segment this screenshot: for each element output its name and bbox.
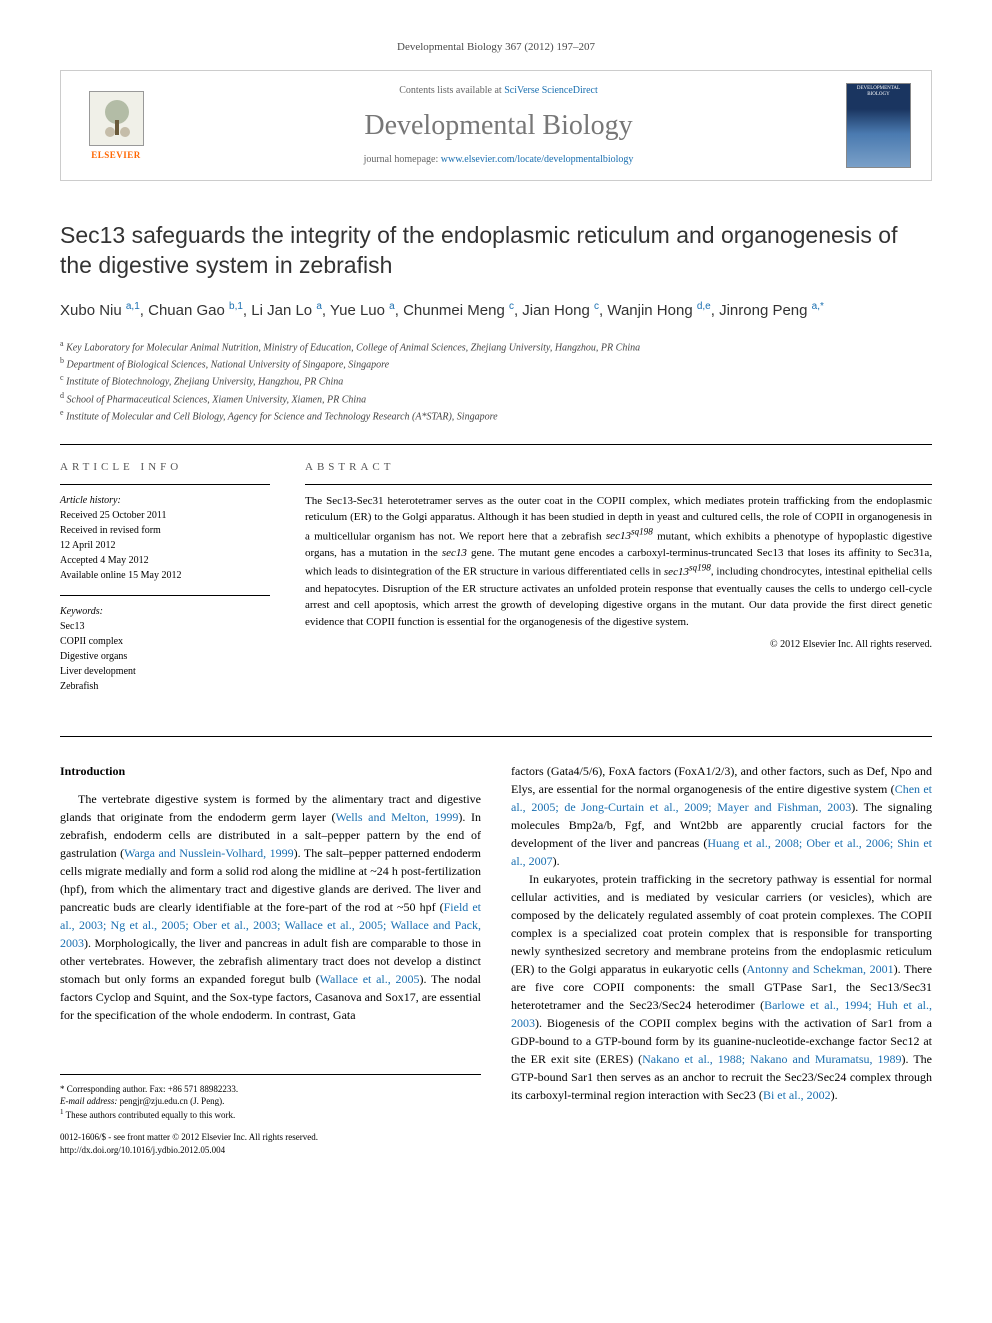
sciencedirect-link[interactable]: SciVerse ScienceDirect: [504, 85, 598, 96]
body-column-left: Introduction The vertebrate digestive sy…: [60, 762, 481, 1157]
corresponding-author-footer: * Corresponding author. Fax: +86 571 889…: [60, 1074, 481, 1122]
revised-label: Received in revised form: [60, 523, 270, 538]
journal-cover-thumb: DEVELOPMENTAL BIOLOGY: [846, 83, 911, 168]
keywords-block: Keywords: Sec13 COPII complex Digestive …: [60, 595, 270, 694]
article-title: Sec13 safeguards the integrity of the en…: [60, 221, 932, 281]
elsevier-logo: ELSEVIER: [81, 86, 151, 166]
keywords-label: Keywords:: [60, 604, 270, 619]
body-paragraph: factors (Gata4/5/6), FoxA factors (FoxA1…: [511, 762, 932, 870]
divider: [60, 736, 932, 737]
body-column-right: factors (Gata4/5/6), FoxA factors (FoxA1…: [511, 762, 932, 1157]
keyword: Sec13: [60, 619, 270, 634]
affiliation-a: a Key Laboratory for Molecular Animal Nu…: [60, 338, 932, 355]
abstract-copyright: © 2012 Elsevier Inc. All rights reserved…: [305, 638, 932, 652]
elsevier-tree-icon: [89, 91, 144, 146]
homepage-line: journal homepage: www.elsevier.com/locat…: [171, 153, 826, 167]
journal-header-box: ELSEVIER Contents lists available at Sci…: [60, 70, 932, 181]
history-label: Article history:: [60, 493, 270, 508]
article-history-block: Article history: Received 25 October 201…: [60, 484, 270, 583]
body-paragraph: In eukaryotes, protein trafficking in th…: [511, 870, 932, 1104]
issn-line: 0012-1606/$ - see front matter © 2012 El…: [60, 1131, 481, 1144]
article-info-column: ARTICLE INFO Article history: Received 2…: [60, 460, 270, 705]
affiliation-d: d School of Pharmaceutical Sciences, Xia…: [60, 390, 932, 407]
abstract-heading: ABSTRACT: [305, 460, 932, 475]
revised-date: 12 April 2012: [60, 538, 270, 553]
keyword: Digestive organs: [60, 649, 270, 664]
keyword: Zebrafish: [60, 679, 270, 694]
body-columns: Introduction The vertebrate digestive sy…: [60, 762, 932, 1157]
keyword: COPII complex: [60, 634, 270, 649]
abstract-column: ABSTRACT The Sec13-Sec31 heterotetramer …: [305, 460, 932, 705]
elsevier-label: ELSEVIER: [91, 149, 141, 162]
affiliation-e: e Institute of Molecular and Cell Biolog…: [60, 407, 932, 424]
introduction-heading: Introduction: [60, 762, 481, 780]
affiliation-c: c Institute of Biotechnology, Zhejiang U…: [60, 372, 932, 389]
article-info-heading: ARTICLE INFO: [60, 460, 270, 475]
email-line: E-mail address: pengjr@zju.edu.cn (J. Pe…: [60, 1095, 481, 1108]
contents-prefix: Contents lists available at: [399, 85, 504, 96]
accepted-date: Accepted 4 May 2012: [60, 553, 270, 568]
authors-list: Xubo Niu a,1, Chuan Gao b,1, Li Jan Lo a…: [60, 299, 932, 323]
doi-block: 0012-1606/$ - see front matter © 2012 El…: [60, 1131, 481, 1156]
affiliation-b: b Department of Biological Sciences, Nat…: [60, 355, 932, 372]
affiliations: a Key Laboratory for Molecular Animal Nu…: [60, 338, 932, 425]
corresponding-note: * Corresponding author. Fax: +86 571 889…: [60, 1083, 481, 1096]
divider: [60, 444, 932, 445]
journal-name: Developmental Biology: [171, 106, 826, 145]
homepage-prefix: journal homepage:: [364, 154, 441, 165]
contents-list-line: Contents lists available at SciVerse Sci…: [171, 84, 826, 98]
citation-header: Developmental Biology 367 (2012) 197–207: [60, 40, 932, 55]
online-date: Available online 15 May 2012: [60, 568, 270, 583]
cover-thumb-label: DEVELOPMENTAL BIOLOGY: [849, 86, 908, 97]
body-paragraph: The vertebrate digestive system is forme…: [60, 790, 481, 1024]
info-abstract-row: ARTICLE INFO Article history: Received 2…: [60, 460, 932, 705]
equal-contribution-note: 1 These authors contributed equally to t…: [60, 1108, 481, 1122]
keyword: Liver development: [60, 664, 270, 679]
doi-line: http://dx.doi.org/10.1016/j.ydbio.2012.0…: [60, 1144, 481, 1157]
abstract-text: The Sec13-Sec31 heterotetramer serves as…: [305, 484, 932, 630]
homepage-link[interactable]: www.elsevier.com/locate/developmentalbio…: [441, 154, 634, 165]
header-center: Contents lists available at SciVerse Sci…: [171, 84, 826, 167]
received-date: Received 25 October 2011: [60, 508, 270, 523]
